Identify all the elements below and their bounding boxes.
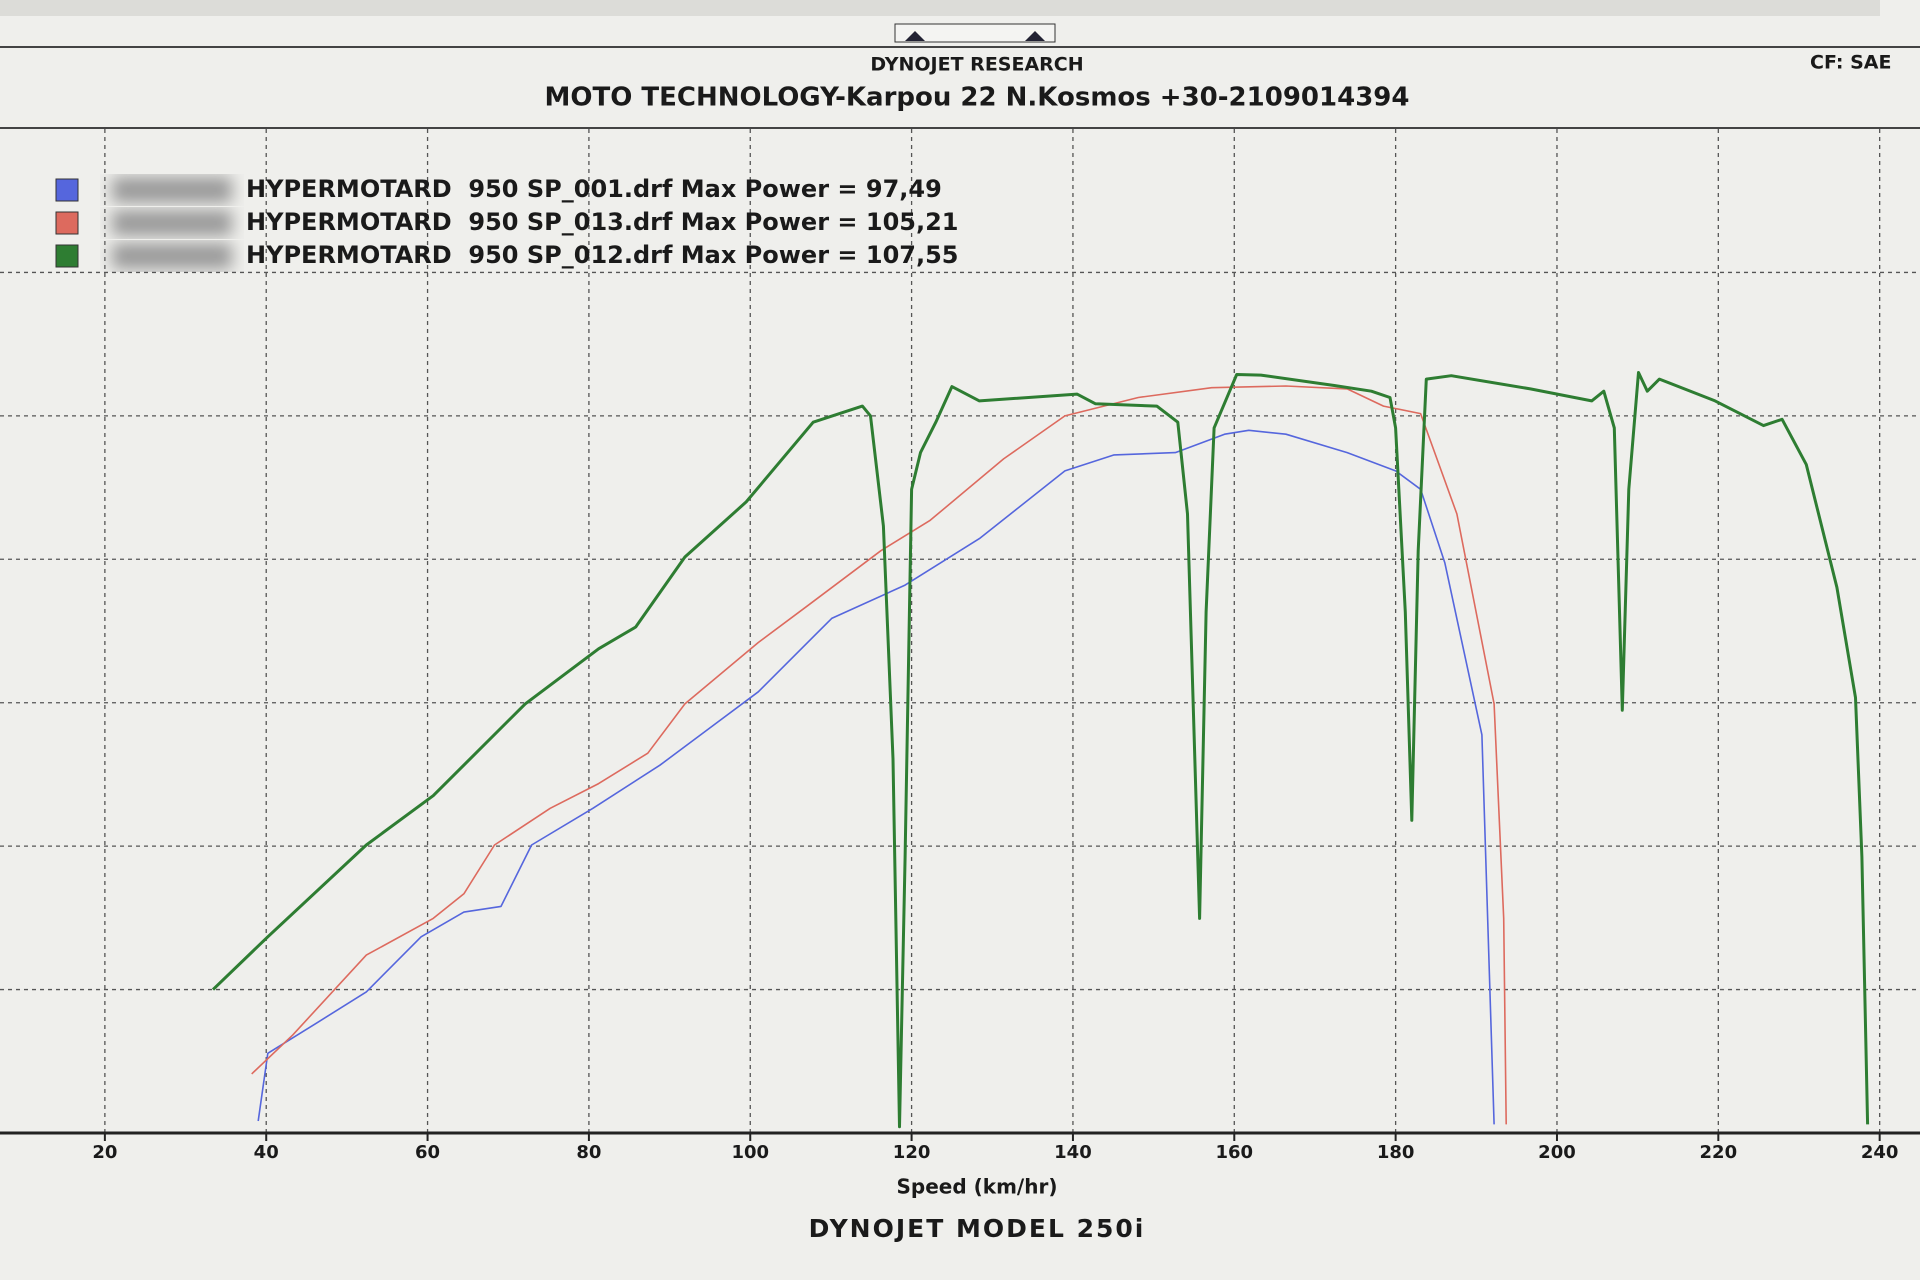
legend-swatch [55,211,79,235]
shop-title: MOTO TECHNOLOGY-Karpou 22 N.Kosmos +30-2… [545,83,1410,113]
x-tick-label: 20 [92,1142,117,1163]
legend-blur [112,243,232,269]
company: DYNOJET RESEARCH [870,54,1083,76]
footer: DYNOJET MODEL 250i [809,1214,1146,1243]
splitter-arrows [905,31,1045,41]
legend-label: HYPERMOTARD 950 SP_012.drf Max Power = 1… [246,241,958,269]
x-tick-label: 120 [893,1142,931,1163]
legend-label: HYPERMOTARD 950 SP_001.drf Max Power = 9… [246,175,942,203]
x-tick-label: 200 [1538,1142,1576,1163]
splitter-button[interactable] [894,23,1056,43]
x-tick-label: 80 [576,1142,601,1163]
x-tick-label: 180 [1377,1142,1415,1163]
x-tick-label: 100 [731,1142,769,1163]
x-tick-label: 220 [1700,1142,1738,1163]
x-tick-label: 60 [415,1142,440,1163]
legend-blur [112,210,232,236]
correction-factor: CF: SAE [1810,52,1891,74]
x-axis-label: Speed (km/hr) [897,1175,1058,1199]
series-line [211,371,1870,1129]
x-tick-label: 160 [1215,1142,1253,1163]
series-line [257,429,1495,1125]
legend-swatch [55,178,79,202]
x-tick-label: 40 [254,1142,279,1163]
top-strip [0,0,1880,16]
legend-swatch [55,244,79,268]
legend-label: HYPERMOTARD 950 SP_013.drf Max Power = 1… [246,208,958,236]
legend-blur [112,177,232,203]
series-line [251,385,1507,1125]
x-tick-label: 240 [1861,1142,1899,1163]
x-tick-label: 140 [1054,1142,1092,1163]
